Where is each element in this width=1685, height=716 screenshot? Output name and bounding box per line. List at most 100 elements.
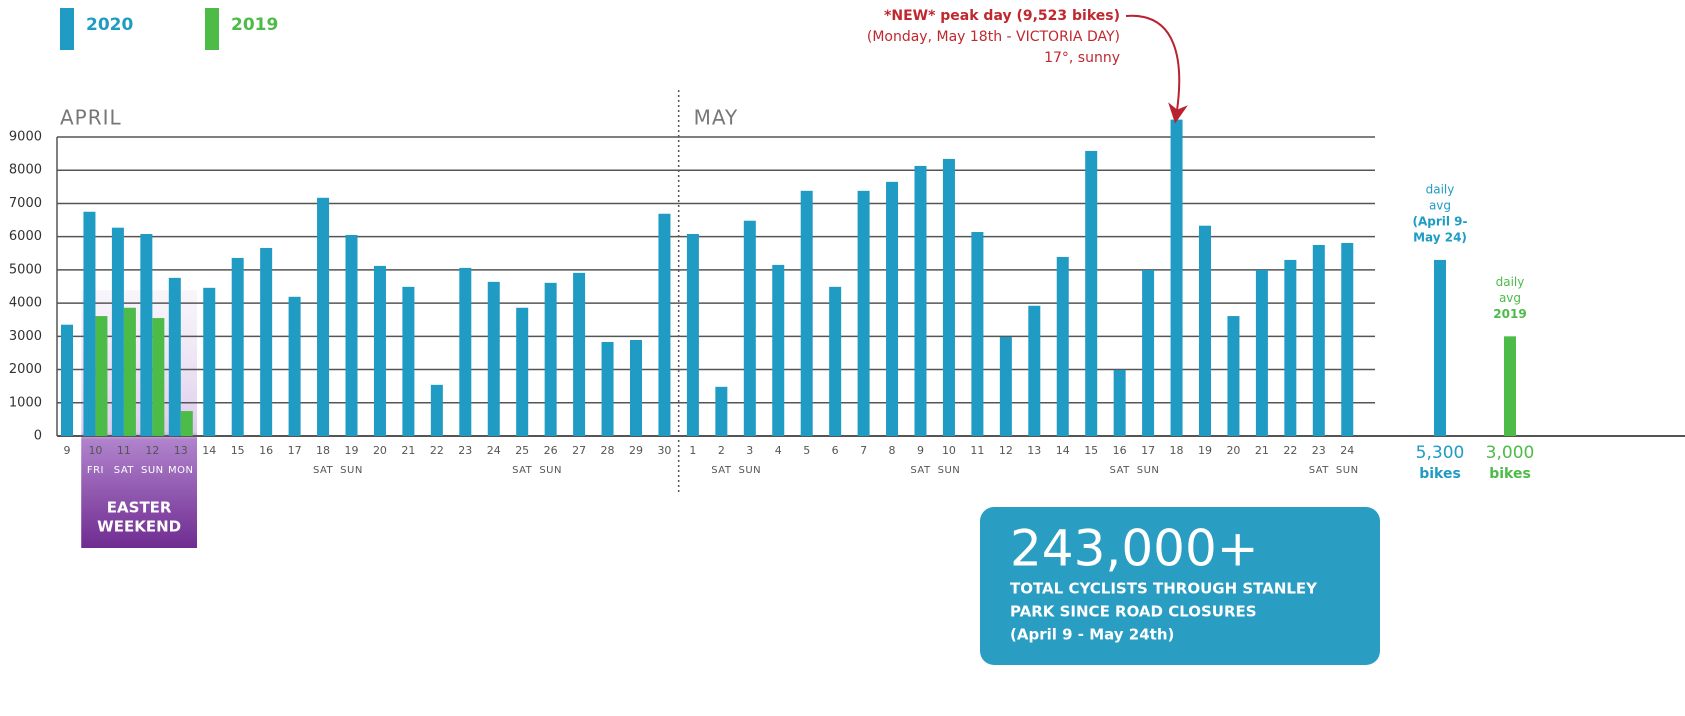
bar	[168, 277, 181, 436]
bar	[95, 316, 108, 436]
x-tick-label: 19	[1198, 444, 1212, 457]
bar	[203, 287, 216, 436]
bar	[260, 247, 273, 436]
x-tick-label: 3	[746, 444, 753, 457]
average-value-label: 3,000	[1486, 443, 1535, 463]
x-tick-label: 12	[999, 444, 1013, 457]
annotation-arrow	[1125, 14, 1188, 124]
bar	[686, 234, 699, 436]
x-tick-label: 6	[832, 444, 839, 457]
legend-swatch	[60, 8, 74, 50]
bar	[111, 227, 124, 436]
bar	[601, 341, 614, 436]
x-tick-label: 26	[544, 444, 558, 457]
average-unit: bikes	[1489, 466, 1531, 482]
weekday-label: SUN	[539, 465, 562, 476]
average-bar	[1504, 336, 1516, 436]
bar	[1056, 256, 1069, 436]
bar	[1312, 244, 1325, 436]
bar	[180, 411, 193, 436]
weekday-label: SUN	[1336, 465, 1359, 476]
bar	[658, 213, 671, 436]
x-tick-label: 27	[572, 444, 586, 457]
bar	[630, 339, 642, 436]
legend-swatch	[205, 8, 219, 50]
y-tick-label: 0	[34, 429, 42, 444]
x-tick-label: 21	[401, 444, 415, 457]
weekday-label: SAT	[512, 465, 533, 476]
month-label: MAY	[694, 106, 739, 130]
weekday-label: FRI	[87, 465, 104, 476]
x-tick-label: 1	[689, 444, 696, 457]
average-value-label: 5,300	[1416, 443, 1465, 463]
annotation: *NEW* peak day (9,523 bikes)	[884, 8, 1120, 24]
x-tick-label: 13	[174, 444, 188, 457]
bar	[373, 265, 386, 436]
x-tick-label: 15	[231, 444, 245, 457]
bar	[459, 267, 472, 436]
legend-label: 2020	[86, 15, 133, 35]
y-tick-label: 5000	[9, 262, 42, 277]
month-label: APRIL	[60, 106, 122, 130]
bar	[772, 264, 785, 436]
x-tick-label: 4	[775, 444, 782, 457]
x-tick-label: 28	[601, 444, 615, 457]
weekday-label: SUN	[938, 465, 961, 476]
easter-label: WEEKEND	[97, 518, 181, 536]
x-tick-label: 14	[202, 444, 216, 457]
y-tick-label: 1000	[9, 395, 42, 410]
bar	[1085, 150, 1098, 436]
x-tick-label: 14	[1056, 444, 1070, 457]
x-tick-label: 30	[657, 444, 671, 457]
bar	[1255, 269, 1268, 436]
x-tick-label: 24	[1340, 444, 1354, 457]
bar	[1170, 119, 1183, 436]
average-caption: 2019	[1493, 307, 1526, 321]
bar	[942, 158, 955, 436]
annotation: 17°, sunny	[1044, 50, 1120, 66]
weekday-label: MON	[168, 465, 193, 476]
average-caption: daily	[1426, 182, 1455, 196]
weekday-label: SUN	[141, 465, 164, 476]
x-tick-label: 20	[1226, 444, 1240, 457]
x-tick-label: 18	[316, 444, 330, 457]
x-tick-label: 23	[458, 444, 472, 457]
y-tick-label: 4000	[9, 296, 42, 311]
bar	[61, 324, 73, 436]
bar	[430, 384, 443, 436]
x-tick-label: 9	[917, 444, 924, 457]
y-tick-label: 6000	[9, 229, 42, 244]
bar	[231, 257, 244, 436]
x-tick-label: 11	[970, 444, 984, 457]
total-line: PARK SINCE ROAD CLOSURES	[1010, 603, 1257, 621]
average-caption: avg	[1429, 198, 1451, 212]
bar	[345, 235, 358, 436]
average-caption: (April 9-	[1412, 214, 1467, 228]
bar	[544, 282, 557, 436]
x-tick-label: 20	[373, 444, 387, 457]
weekday-label: SUN	[340, 465, 363, 476]
bar	[743, 220, 756, 436]
average-caption: May 24)	[1413, 230, 1467, 244]
bar	[1142, 269, 1155, 436]
x-tick-label: 15	[1084, 444, 1098, 457]
average-caption: avg	[1499, 291, 1521, 305]
x-tick-label: 22	[1283, 444, 1297, 457]
weekday-label: SAT	[1309, 465, 1330, 476]
total-headline: 243,000+	[1010, 520, 1259, 578]
average-bar	[1434, 259, 1446, 436]
x-tick-label: 17	[288, 444, 302, 457]
bar	[317, 197, 330, 436]
x-tick-label: 23	[1312, 444, 1326, 457]
annotation: (Monday, May 18th - VICTORIA DAY)	[867, 29, 1120, 45]
bar	[140, 234, 153, 436]
x-tick-label: 10	[942, 444, 956, 457]
easter-label: EASTER	[107, 499, 172, 517]
x-tick-label: 2	[718, 444, 725, 457]
y-tick-label: 8000	[9, 163, 42, 178]
weekday-label: SAT	[1110, 465, 1131, 476]
y-tick-label: 9000	[9, 130, 42, 145]
average-unit: bikes	[1419, 466, 1461, 482]
bar	[886, 181, 899, 436]
weekday-label: SAT	[313, 465, 334, 476]
